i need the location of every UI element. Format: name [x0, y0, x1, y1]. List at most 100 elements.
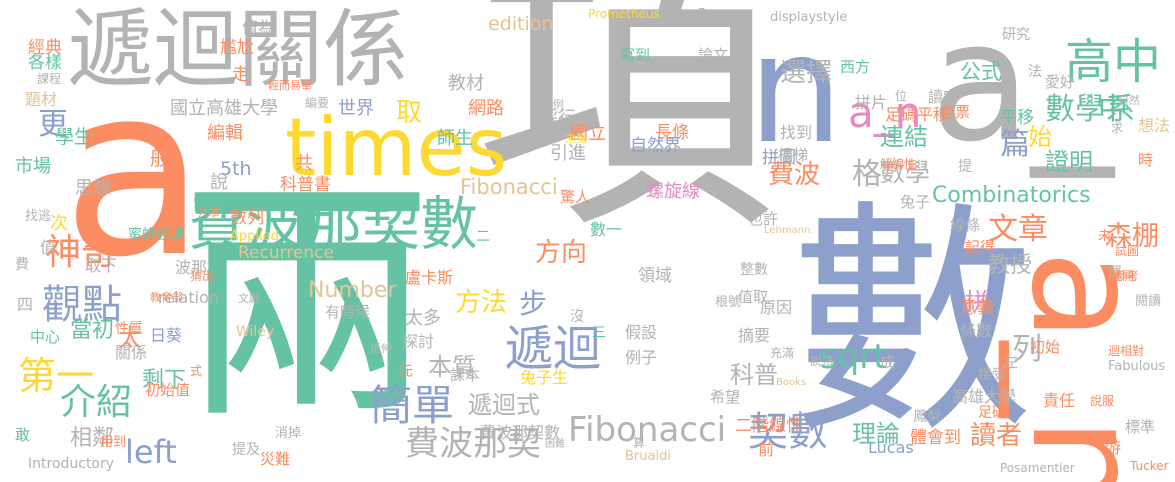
word-term-127: 課本 — [450, 366, 481, 384]
word-term-169: 共 — [295, 153, 313, 174]
word-term-175: 找逃 — [25, 209, 52, 224]
word-term-129: 先 — [398, 361, 414, 379]
word-term-167: 左 — [1003, 353, 1019, 371]
word-term-54: 太 — [118, 324, 142, 352]
word-term-199: 位 — [895, 89, 908, 103]
word-term-181: 末兔 — [565, 132, 587, 145]
word-term-200: 整數 — [740, 262, 768, 278]
word-term-77: 題材 — [25, 90, 58, 109]
word-term-119: 體會到 — [910, 428, 961, 448]
word-term-198: 自然 — [1118, 94, 1140, 107]
word-term-34: 公式 — [960, 60, 1002, 84]
word-a-3: a — [62, 36, 207, 309]
word-term-55: 相鄰 — [70, 426, 115, 451]
word-term-7: 遞迴關係 — [68, 1, 409, 100]
word-term-33: 選擇 — [780, 58, 833, 88]
word-term-111: 希望 — [710, 388, 741, 406]
word-term-170: 費 — [15, 257, 29, 273]
word-term-69: 數列 — [230, 208, 264, 228]
word-term-75: 經典 — [28, 38, 62, 58]
word-term-66: 螺旋線 — [646, 181, 700, 202]
word-term-105: 領域 — [638, 266, 672, 286]
word-term-128: 探討 — [402, 332, 435, 351]
word-term-58: 世界 — [338, 98, 374, 119]
word-term-197: 求 — [1111, 121, 1124, 135]
word-term-193: 算 — [633, 436, 646, 450]
word-5th-51: 5th — [220, 158, 252, 180]
word-term-64: 國立 — [570, 123, 606, 144]
word-introductory-158: Introductory — [28, 456, 115, 472]
word-term-180: 例 — [553, 98, 564, 111]
word-term-112: 二階線性 — [735, 416, 803, 436]
word-term-22: 介紹 — [60, 382, 133, 423]
word-term-36: 讀者 — [970, 421, 1023, 451]
word-term-191: 充滿 — [770, 346, 795, 360]
word-number-56: Number — [308, 278, 397, 303]
word-term-43: 本質 — [428, 353, 476, 381]
word-term-32: 連結 — [880, 123, 928, 151]
word-tucker-121: Tucker — [1130, 459, 1169, 473]
word-term-13: 遞迴 — [505, 321, 602, 377]
word-a-n-4: a_n — [998, 250, 1172, 482]
word-term-109: 條數 — [960, 321, 993, 340]
word-prometheus-81: Prometheus — [588, 7, 660, 21]
word-term-28: 格 — [852, 157, 882, 192]
word-brualdi-157: Brualdi — [625, 449, 671, 464]
word-term-150: 波那 — [175, 258, 208, 277]
word-term-96: 想法 — [1138, 116, 1171, 135]
word-term-59: 網路 — [468, 98, 504, 119]
word-term-107: 原因 — [760, 298, 793, 317]
word-term-156: 前 — [758, 440, 775, 459]
word-left-23: left — [125, 433, 177, 471]
word-term-151: 驚人 — [560, 188, 591, 206]
word-term-166: 成 — [880, 353, 896, 371]
word-term-188: 迴相對 — [1108, 344, 1145, 358]
word-term-155: 太多 — [405, 308, 441, 329]
word-term-134: 盧卡斯 — [405, 268, 454, 287]
word-term-132: 沒 — [570, 309, 584, 325]
word-term-45: 拼 — [965, 288, 989, 316]
word-term-186: 展開 — [1110, 269, 1135, 283]
word-term-196: 參考 — [1115, 269, 1140, 283]
word-term-183: 教育部 — [150, 291, 183, 304]
word-term-48: 更 — [38, 107, 68, 142]
word-term-154: 說 — [210, 172, 228, 193]
word-term-139: 日葵 — [150, 326, 183, 345]
word-term-164: 未 — [1098, 229, 1112, 244]
word-lehmann-162: Lehmann — [764, 225, 811, 236]
word-term-140: 初始值 — [145, 381, 191, 399]
word-fabulous-163: Fabulous — [1108, 359, 1166, 374]
word-pearson-82: Pearson — [698, 7, 750, 22]
word-term-194: 困難 — [545, 439, 565, 450]
word-term-146: 次 — [50, 213, 68, 234]
word-displaystyle-83: displaystyle — [770, 10, 848, 25]
word-term-89: 愛好 — [1045, 73, 1076, 91]
word-term-141: 式 — [190, 364, 203, 378]
word-term-78: 值為 — [242, 18, 275, 37]
word-term-63: 長條 — [655, 123, 689, 143]
word-term-190: 說法 — [810, 354, 835, 368]
word-term-179: 凡事 — [198, 206, 220, 219]
word-fibonacci-67: Fibonacci — [460, 175, 558, 199]
word-term-86: 研究 — [1002, 27, 1030, 43]
word-term-26: 森棚 — [1105, 221, 1159, 252]
word-term-182: 猜出 — [190, 269, 215, 283]
word-term-165: 買 — [1108, 265, 1122, 281]
word-term-104: 數一 — [590, 220, 623, 239]
word-term-94: 足碼平移 — [885, 105, 950, 124]
word-term-130: 假設 — [625, 323, 658, 342]
word-term-195: 試圖 — [1115, 244, 1140, 258]
word-term-76: 各樣 — [28, 53, 62, 73]
word-term-117: 標準 — [1125, 418, 1156, 436]
word-term-100: 兔子 — [900, 193, 931, 211]
word-term-1: 兩 — [180, 157, 436, 454]
word-term-42: 遞迴式 — [468, 391, 540, 419]
word-term-88: 拼片 — [855, 93, 888, 112]
word-term-125: 例子 — [625, 348, 658, 367]
word-term-118: 游 — [1105, 438, 1122, 457]
word-term-98: 提 — [958, 159, 972, 175]
word-term-14: 簡單 — [370, 381, 455, 430]
word-term-74: 思想 — [75, 178, 111, 199]
word-term-15: 契數 — [748, 409, 828, 455]
word-term-40: 列 — [1012, 332, 1042, 367]
